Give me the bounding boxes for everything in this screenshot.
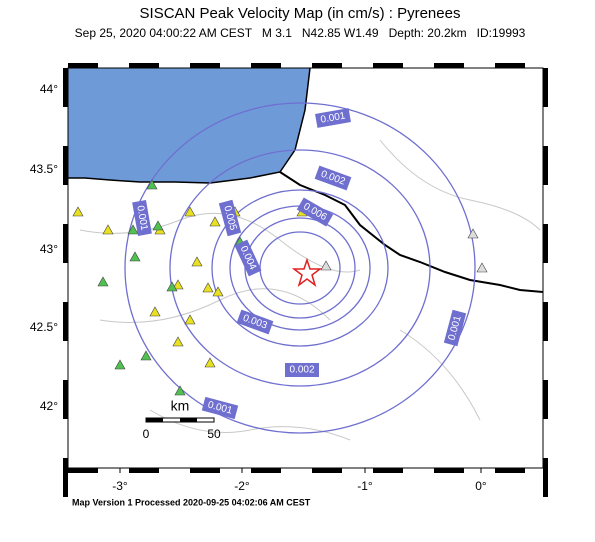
map-subtitle: Sep 25, 2020 04:00:22 AM CEST M 3.1 N42.… (75, 26, 526, 40)
contour-label-box (314, 165, 352, 191)
station (209, 216, 221, 227)
station (149, 306, 161, 317)
station (172, 279, 184, 290)
y-tick-label: 43.5° (30, 162, 58, 176)
station (129, 251, 141, 262)
frame-band (63, 68, 68, 107)
y-tick-label: 42.5° (30, 320, 58, 334)
frame-band (63, 302, 68, 341)
x-tick-label: -3° (112, 479, 128, 493)
border (279, 171, 543, 293)
contour (211, 189, 389, 347)
station (97, 276, 109, 287)
x-tick-label: -1° (357, 479, 373, 493)
frame-band (63, 380, 68, 419)
frame-band (543, 302, 548, 341)
footer: Map Version 1 Processed 2020-09-25 04:02… (72, 497, 311, 507)
frame-band (543, 224, 548, 263)
frame-band (543, 380, 548, 419)
x-tick-label: -2° (234, 479, 250, 493)
contour-label-box (201, 396, 239, 420)
frame-band (543, 68, 548, 107)
frame-band (543, 146, 548, 185)
station (191, 256, 203, 267)
frame-band (129, 468, 159, 473)
station (127, 224, 139, 235)
contour-label-box (132, 200, 152, 236)
frame-band (434, 468, 464, 473)
contour-label-box (285, 363, 319, 377)
station (174, 385, 186, 396)
station (320, 260, 332, 271)
scale-end: 50 (207, 427, 221, 441)
contour-label-box (218, 199, 242, 237)
contour-label-box (236, 309, 274, 335)
station (102, 224, 114, 235)
frame-band (63, 458, 68, 497)
station (72, 206, 84, 217)
frame-band (495, 468, 525, 473)
frame-band (434, 63, 464, 68)
sea (68, 68, 310, 183)
contour-label: 0.001 (134, 205, 149, 232)
map-title: SISCAN Peak Velocity Map (in cm/s) : Pyr… (140, 5, 461, 22)
station (184, 314, 196, 325)
contour-label: 0.001 (320, 110, 347, 125)
contour-label-box (296, 197, 334, 227)
contour (124, 102, 476, 434)
frame-band (190, 468, 220, 473)
frame-band (373, 63, 403, 68)
contour-label-box (443, 309, 467, 347)
station (152, 220, 164, 231)
station (166, 281, 178, 292)
contour-label-box (234, 239, 262, 277)
frame-band (251, 63, 281, 68)
frame-band (63, 224, 68, 263)
map-frame (67, 67, 544, 469)
frame-band (373, 468, 403, 473)
station (172, 336, 184, 347)
frame-band (495, 63, 525, 68)
station (114, 359, 126, 370)
y-tick-label: 43° (40, 242, 58, 256)
frame-band (190, 63, 220, 68)
scale-unit: km (171, 398, 190, 414)
frame-band (63, 146, 68, 185)
contour (169, 149, 431, 387)
station (467, 228, 479, 239)
y-tick-label: 42° (40, 399, 58, 413)
frame-band (129, 63, 159, 68)
scale-start: 0 (143, 427, 150, 441)
station (212, 286, 224, 297)
station (146, 179, 158, 190)
station (184, 206, 196, 217)
contour-label-box (315, 108, 351, 128)
frame-band (68, 63, 98, 68)
station (140, 350, 152, 361)
scale-bar: km 0 50 (143, 398, 221, 441)
contours (124, 102, 476, 434)
station (204, 357, 216, 368)
y-tick-label: 44° (40, 82, 58, 96)
station (476, 262, 488, 273)
frame-band (251, 468, 281, 473)
contour-label: 0.002 (289, 365, 314, 376)
station (202, 282, 214, 293)
epicenter (291, 257, 323, 287)
frame-band (312, 63, 342, 68)
x-tick-label: 0° (475, 479, 487, 493)
frame-band (543, 458, 548, 497)
frame-band (312, 468, 342, 473)
frame-band (68, 468, 98, 473)
